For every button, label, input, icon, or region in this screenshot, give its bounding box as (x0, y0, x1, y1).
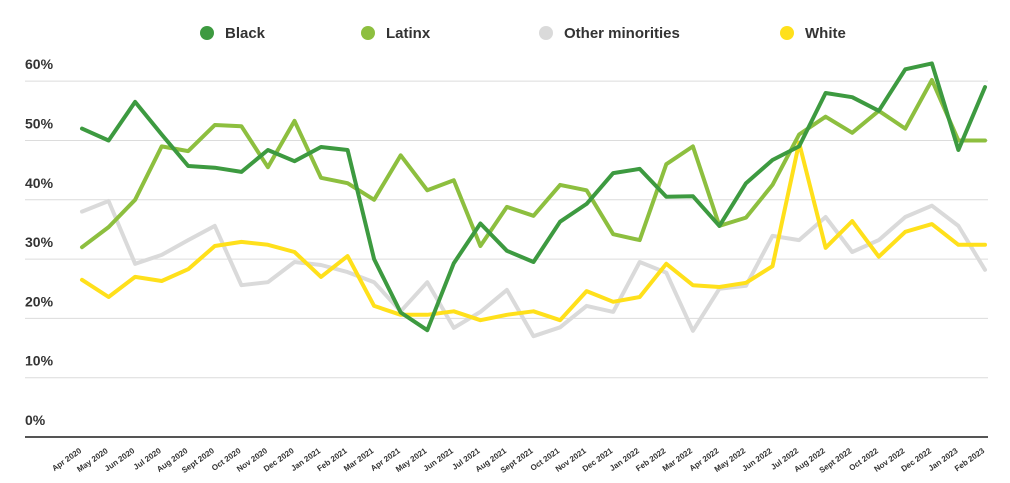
legend-marker (539, 26, 553, 40)
x-tick-label: Jun 2021 (422, 446, 456, 473)
legend-label: Black (225, 25, 266, 42)
y-tick-label: 40% (25, 175, 54, 191)
x-tick-label: Jun 2022 (740, 446, 774, 473)
y-tick-label: 30% (25, 234, 54, 250)
x-tick-label: Jun 2020 (103, 446, 137, 473)
legend-label: Other minorities (564, 25, 680, 42)
y-tick-label: 10% (25, 353, 54, 369)
y-tick-label: 50% (25, 115, 54, 131)
series-line (80, 140, 987, 323)
legend-label: White (805, 25, 846, 42)
y-tick-label: 60% (25, 56, 54, 72)
y-tick-label: 20% (25, 293, 54, 309)
series-line (80, 61, 987, 333)
y-tick-label: 0% (25, 412, 46, 428)
series-line (80, 78, 987, 250)
legend-label: Latinx (386, 25, 431, 42)
x-tick-label: Feb 2023 (953, 446, 987, 473)
legend-marker (780, 26, 794, 40)
legend-marker (200, 26, 214, 40)
series-line (80, 199, 987, 339)
legend-marker (361, 26, 375, 40)
